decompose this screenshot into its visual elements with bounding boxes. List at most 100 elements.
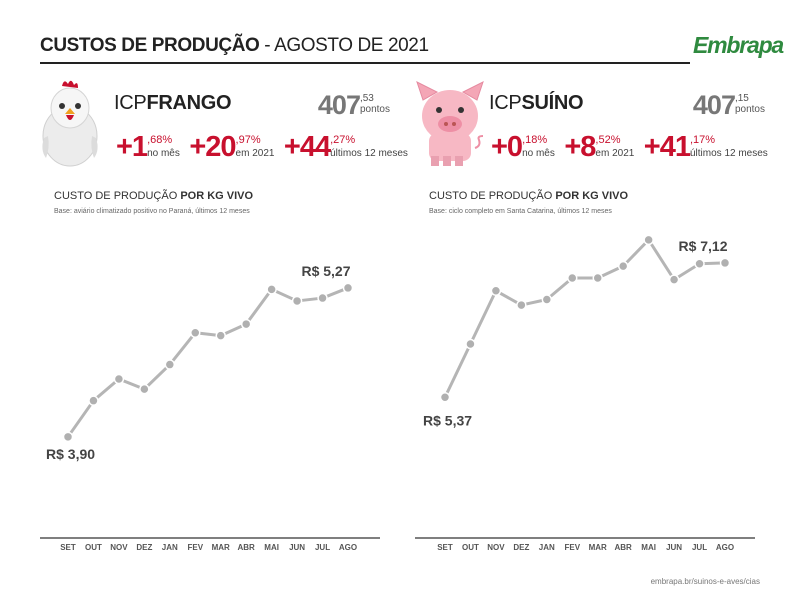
- points-unit: pontos: [734, 104, 765, 115]
- chart-title-bold: POR KG VIVO: [180, 190, 254, 202]
- stat-month: +0,18% no mês: [491, 132, 555, 162]
- page-header: CUSTOS DE PRODUÇÃO - AGOSTO DE 2021: [40, 32, 690, 64]
- stat-value: +44: [283, 131, 331, 163]
- icp-frango-title: ICPFRANGO: [114, 92, 232, 115]
- points-dec: ,53: [359, 93, 374, 104]
- page-title: CUSTOS DE PRODUÇÃO - AGOSTO DE 2021: [40, 35, 429, 57]
- icp-prefix: ICP: [489, 92, 522, 114]
- x-tick-label: MAI: [264, 543, 279, 552]
- data-point: [719, 257, 731, 269]
- series-line: [443, 238, 726, 398]
- stat-decimal: ,68%: [147, 134, 173, 146]
- chart-title: CUSTO DE PRODUÇÃO POR KG VIVO: [429, 190, 628, 202]
- stat-period: no mês: [522, 148, 555, 159]
- frango-stats: +1,68% no mês +20,97% em 2021 +44,27% últim…: [116, 132, 413, 162]
- x-tick-label: OUT: [462, 543, 479, 552]
- suino-points: 407,15 pontos: [693, 90, 765, 121]
- data-point: [88, 395, 99, 406]
- stat-decimal: ,97%: [235, 134, 261, 146]
- chart-subtitle: Base: ciclo completo em Santa Catarina, …: [429, 208, 612, 215]
- suino-line-chart: SET OUT NOV DEZ JAN FEV MAR ABR MAI JUN JUL AGO R$ 5…: [415, 234, 755, 552]
- points-int: 407: [692, 90, 736, 120]
- data-point: [516, 299, 527, 311]
- stat-value: +20: [189, 131, 236, 163]
- data-point: [541, 294, 553, 305]
- stat-period: em 2021: [595, 148, 635, 159]
- chicken-icon: [42, 80, 98, 167]
- x-tick-label: SET: [437, 543, 453, 552]
- frango-line-chart: SET OUT NOV DEZ JAN FEV MAR ABR MAI JUN JUL AGO R$ 3…: [40, 263, 380, 552]
- chart-title: CUSTO DE PRODUÇÃO POR KG VIVO: [54, 190, 253, 202]
- data-point: [617, 260, 629, 272]
- x-tick-label: MAR: [589, 543, 607, 552]
- frango-panel: ICPFRANGO 407,53 pontos +1,68% no mês +20,…: [40, 70, 408, 560]
- data-point: [643, 234, 654, 246]
- points-unit: pontos: [359, 104, 390, 115]
- x-tick-label: FEV: [564, 543, 580, 552]
- x-tick-label: DEZ: [513, 543, 529, 552]
- data-point: [215, 330, 226, 341]
- stat-12-months: +41,17% últimos 12 meses: [644, 132, 768, 162]
- data-point: [439, 392, 451, 403]
- stat-period: últimos 12 meses: [689, 148, 768, 159]
- data-point: [317, 292, 328, 304]
- stat-decimal: ,52%: [595, 134, 621, 146]
- data-point: [240, 318, 252, 330]
- icp-prefix: ICP: [114, 92, 147, 114]
- x-tick-label: JAN: [162, 543, 178, 552]
- title-date: AGOSTO DE 2021: [274, 35, 429, 56]
- suino-panel: ICPSUÍNO 407,15 pontos +0,18% no mês +8,52…: [415, 70, 775, 560]
- pig-icon: [416, 81, 484, 166]
- data-point: [291, 295, 303, 307]
- x-tick-label: ABR: [615, 543, 633, 552]
- icp-name: SUÍNO: [521, 92, 584, 114]
- x-tick-label: FEV: [187, 543, 203, 552]
- embrapa-logo: Embrapa: [693, 32, 784, 58]
- x-tick-label: DEZ: [136, 543, 152, 552]
- stat-period: no mês: [147, 148, 180, 159]
- stat-12-months: +44,27% últimos 12 meses: [284, 132, 408, 162]
- stat-decimal: ,17%: [689, 134, 716, 146]
- footer-url: embrapa.br/suinos-e-aves/cias: [650, 577, 760, 586]
- series-line: [66, 286, 349, 438]
- stat-month: +1,68% no mês: [116, 132, 180, 162]
- data-point: [139, 383, 150, 395]
- icp-name: FRANGO: [146, 92, 232, 114]
- data-point: [567, 272, 578, 284]
- first-value-label: R$ 3,90: [46, 446, 95, 462]
- data-point: [164, 359, 176, 370]
- stat-year: +8,52% em 2021: [564, 132, 634, 162]
- x-tick-label: NOV: [110, 543, 128, 552]
- x-tick-label: ABR: [238, 543, 256, 552]
- points-int: 407: [317, 90, 361, 120]
- x-tick-label: JUN: [289, 543, 305, 552]
- stat-value: +1: [116, 131, 148, 163]
- x-tick-label: OUT: [85, 543, 102, 552]
- stat-decimal: ,27%: [330, 134, 356, 146]
- x-tick-label: AGO: [716, 543, 734, 552]
- icp-suino-title: ICPSUÍNO: [489, 92, 584, 115]
- x-tick-label: JUL: [315, 543, 330, 552]
- title-bold: CUSTOS DE PRODUÇÃO: [40, 35, 260, 56]
- x-tick-label: MAI: [641, 543, 656, 552]
- suino-stats: +0,18% no mês +8,52% em 2021 +41,17% último…: [491, 132, 773, 162]
- x-tick-label: SET: [60, 543, 76, 552]
- stat-year: +20,97% em 2021: [189, 132, 274, 162]
- first-value-label: R$ 5,37: [423, 412, 472, 428]
- x-tick-label: MAR: [212, 543, 230, 552]
- stat-period: em 2021: [235, 148, 275, 159]
- chart-title-normal: CUSTO DE PRODUÇÃO: [429, 190, 556, 202]
- x-tick-label: JAN: [539, 543, 555, 552]
- data-point: [465, 338, 476, 350]
- data-point: [190, 327, 201, 338]
- x-tick-label: NOV: [487, 543, 505, 552]
- stat-period: últimos 12 meses: [330, 148, 408, 159]
- x-tick-label: JUN: [666, 543, 682, 552]
- stat-value: +0: [491, 131, 523, 163]
- x-tick-label: AGO: [339, 543, 357, 552]
- title-dash: -: [259, 35, 275, 56]
- stat-value: +8: [564, 131, 596, 163]
- stat-decimal: ,18%: [522, 134, 548, 146]
- data-point: [592, 272, 603, 284]
- chart-title-bold: POR KG VIVO: [555, 190, 629, 202]
